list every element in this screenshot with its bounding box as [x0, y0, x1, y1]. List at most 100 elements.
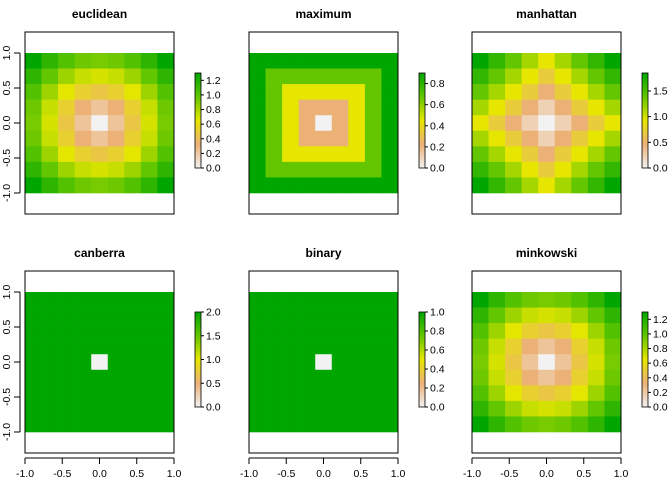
- legend-tick-label: 1.0: [430, 307, 445, 319]
- raster-cell: [58, 385, 75, 402]
- raster-cell: [331, 84, 349, 100]
- raster-cell: [58, 323, 75, 339]
- raster-cell: [587, 307, 605, 324]
- raster-cell: [265, 130, 283, 147]
- raster-cell: [282, 369, 299, 386]
- raster-cell: [348, 53, 366, 69]
- raster-cell: [538, 338, 556, 355]
- legend-tick-label: 0.0: [653, 402, 668, 414]
- raster-cell: [315, 292, 333, 308]
- raster-cell: [348, 369, 366, 386]
- legend-bar: [418, 311, 426, 408]
- raster-cell: [58, 400, 75, 417]
- raster-cell: [25, 307, 42, 324]
- raster-cell: [107, 99, 125, 116]
- raster-cell: [521, 68, 539, 85]
- raster-cell: [488, 400, 506, 417]
- raster-cell: [107, 146, 125, 163]
- raster-cell: [488, 53, 506, 69]
- raster-cell: [58, 354, 75, 371]
- x-tick-label: 0.0: [92, 468, 107, 480]
- raster-cell: [74, 323, 92, 339]
- raster-cell: [571, 177, 589, 194]
- raster-cell: [265, 354, 283, 371]
- raster-cell: [554, 369, 572, 386]
- raster-cell: [488, 385, 506, 402]
- raster-cell: [265, 177, 283, 194]
- plot-frame: [471, 31, 622, 215]
- raster-cell: [91, 68, 109, 85]
- raster-cell: [381, 161, 399, 178]
- raster-cell: [298, 323, 316, 339]
- raster-cell: [505, 354, 522, 371]
- x-axis: -1.0 -0.5 0.0 0.5 1.0: [463, 457, 628, 480]
- raster-cell: [265, 416, 283, 433]
- raster-cell: [265, 146, 283, 163]
- raster-cell: [587, 354, 605, 371]
- raster-cell: [249, 115, 266, 132]
- raster-cell: [554, 115, 572, 132]
- raster-cell: [58, 177, 75, 194]
- raster-cell: [41, 354, 59, 371]
- raster-cell: [107, 385, 125, 402]
- raster-cell: [331, 130, 349, 147]
- raster-cell: [587, 84, 605, 100]
- raster-cell: [381, 385, 399, 402]
- raster-cell: [298, 416, 316, 433]
- raster-cell: [554, 323, 572, 339]
- raster-cell: [124, 416, 142, 433]
- y-tick-label: -0.5: [1, 388, 13, 406]
- panel-title: maximum: [295, 7, 351, 21]
- raster-cell: [488, 115, 506, 132]
- raster-cell: [571, 385, 589, 402]
- raster-cell: [298, 338, 316, 355]
- raster-cell: [331, 292, 349, 308]
- raster-cell: [315, 400, 333, 417]
- raster-cell: [140, 161, 158, 178]
- raster-cell: [25, 292, 42, 308]
- raster-cell: [74, 53, 92, 69]
- raster-cell: [298, 369, 316, 386]
- raster-cell: [505, 338, 522, 355]
- raster-cell: [74, 115, 92, 132]
- raster-cell: [124, 161, 142, 178]
- raster-cell: [298, 53, 316, 69]
- raster-cell: [331, 99, 349, 116]
- raster-cell: [571, 323, 589, 339]
- raster-cell: [571, 354, 589, 371]
- raster-cell: [315, 354, 333, 371]
- raster-cell: [331, 369, 349, 386]
- raster-cell: [25, 177, 42, 194]
- raster-cell: [538, 68, 556, 85]
- raster-cell: [107, 354, 125, 371]
- raster-cell: [538, 369, 556, 386]
- raster-cell: [25, 323, 42, 339]
- raster-cell: [472, 53, 489, 69]
- legend-tick-label: 0.0: [430, 402, 445, 414]
- raster-cell: [521, 177, 539, 194]
- raster-cell: [505, 400, 522, 417]
- raster-cell: [364, 161, 382, 178]
- raster-cell: [91, 385, 109, 402]
- raster-cell: [604, 400, 622, 417]
- raster-cell: [364, 323, 382, 339]
- raster-cell: [571, 146, 589, 163]
- raster-cell: [91, 84, 109, 100]
- raster-cell: [124, 99, 142, 116]
- raster-cell: [91, 115, 109, 132]
- raster-cell: [488, 416, 506, 433]
- raster-cell: [157, 369, 175, 386]
- raster-cell: [282, 400, 299, 417]
- panel-title: canberra: [74, 246, 125, 260]
- x-tick-label: 1.0: [167, 468, 182, 480]
- raster-cell: [298, 84, 316, 100]
- raster-cell: [331, 323, 349, 339]
- raster-cell: [157, 354, 175, 371]
- raster-cell: [91, 53, 109, 69]
- raster-cell: [381, 323, 399, 339]
- raster-cell: [91, 338, 109, 355]
- raster-cell: [282, 307, 299, 324]
- raster-cell: [282, 146, 299, 163]
- legend-tick-label: 0.4: [430, 120, 445, 132]
- raster-cell: [91, 369, 109, 386]
